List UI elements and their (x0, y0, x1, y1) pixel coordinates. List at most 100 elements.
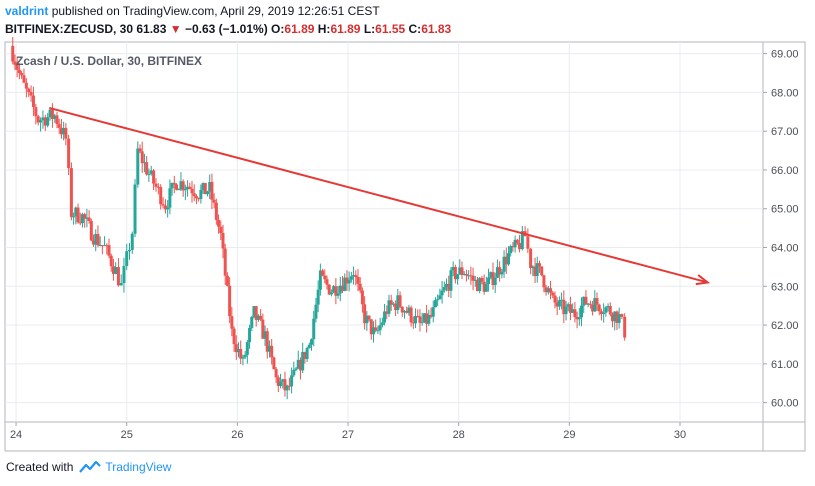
price-axis[interactable]: 69.00 68.00 67.00 66.00 65.00 64.00 63.00 62.00… (763, 49, 799, 410)
candle-body (615, 311, 619, 323)
candle-body (467, 275, 471, 277)
candle-body (369, 319, 373, 335)
candle-body (371, 327, 375, 335)
candle-body (199, 189, 203, 199)
candle-body (513, 239, 517, 248)
candle-body (234, 344, 238, 353)
candle-body (267, 345, 271, 352)
candle-body (418, 316, 422, 323)
candle-body (64, 127, 68, 139)
candle-body (62, 127, 66, 135)
candle-body (43, 117, 47, 126)
candle-body (17, 69, 21, 74)
candle-body (219, 226, 223, 233)
candle-body (374, 327, 378, 331)
time-tick-label: 25 (121, 429, 133, 441)
candle-body (298, 359, 302, 371)
candle-body (394, 303, 398, 311)
candle-body (254, 306, 258, 320)
candle-body (546, 288, 550, 293)
candle-body (533, 266, 537, 277)
candle-body (537, 263, 541, 267)
candle-body (119, 283, 123, 286)
candle-body (400, 306, 404, 313)
candle-body (356, 276, 360, 284)
candle-body (458, 267, 462, 275)
price-tick-label: 61.00 (771, 359, 799, 371)
candle-body (354, 275, 358, 277)
candle-body (248, 327, 252, 343)
candle-body (360, 290, 364, 305)
candle-body (96, 233, 100, 246)
candle-body (599, 311, 603, 315)
candle-body (206, 191, 210, 195)
candle-body (436, 299, 440, 301)
candle-body (217, 219, 221, 227)
trendline[interactable] (49, 106, 708, 284)
candle-body (398, 295, 402, 307)
candle-body (487, 277, 491, 285)
candle-body (50, 109, 54, 119)
candle-body (285, 385, 289, 391)
candle-body (161, 204, 165, 206)
candle-body (232, 328, 236, 345)
candle-body (142, 162, 146, 164)
candle-body (13, 61, 17, 65)
candle-body (31, 95, 35, 108)
candle-body (221, 232, 225, 249)
candle-body (597, 304, 601, 312)
candle-body (283, 379, 287, 391)
candle-body (617, 314, 621, 323)
candle-body (72, 216, 76, 218)
candle-body (310, 339, 314, 345)
candle-body (130, 233, 134, 250)
candle-body (250, 316, 254, 328)
candle-body (480, 278, 484, 282)
candle-body (498, 267, 502, 275)
candle-body (34, 107, 38, 117)
price-tick-label: 69.00 (771, 49, 799, 61)
username-link[interactable]: valdrint (5, 4, 49, 18)
candle-body (290, 375, 294, 387)
candle-body (343, 277, 347, 291)
close-value: 61.83 (421, 22, 452, 36)
candle-body (438, 295, 442, 300)
candle-body (57, 124, 61, 128)
candle-body (170, 182, 174, 189)
candle-body (261, 319, 265, 339)
trendline-drawing[interactable] (49, 106, 711, 286)
candle-body (208, 181, 212, 192)
candle-body (116, 267, 120, 286)
candle-body (580, 305, 584, 318)
footer: Created with TradingView (6, 460, 171, 474)
candle-body (92, 240, 96, 245)
candle-body (166, 207, 170, 210)
candle-body (53, 115, 57, 119)
time-tick-label: 29 (563, 429, 575, 441)
tradingview-brand-link[interactable]: TradingView (105, 460, 172, 474)
price-tick-label: 66.00 (771, 165, 799, 177)
candle-body (147, 173, 151, 175)
candle-body (586, 303, 590, 305)
candle-body (67, 138, 71, 169)
candle-body (464, 273, 468, 276)
time-axis[interactable]: 24 25 26 27 28 29 30 (10, 422, 686, 441)
candle-body (595, 298, 599, 305)
candle-body (402, 310, 406, 313)
candle-body (427, 314, 431, 324)
candle-body (172, 182, 176, 185)
time-tick-label: 28 (453, 429, 465, 441)
candle-body (140, 151, 144, 164)
candle-body (197, 198, 201, 200)
candle-body (460, 267, 464, 275)
candle-body (111, 266, 115, 274)
candle-body (336, 293, 340, 296)
candle-body (159, 187, 163, 205)
candle-body (416, 315, 420, 317)
candle-body (515, 239, 519, 244)
candle-body (270, 345, 274, 358)
high-value: 61.89 (330, 22, 361, 36)
candle-body (613, 311, 617, 322)
candle-body (321, 270, 325, 276)
